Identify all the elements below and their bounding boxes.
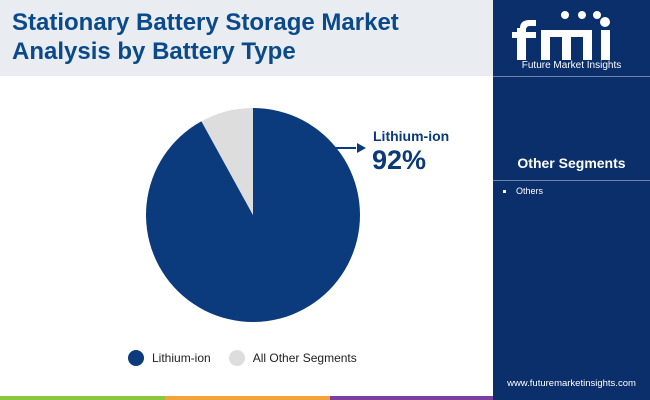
pie-slices bbox=[146, 108, 360, 322]
legend-swatch-other-segments bbox=[228, 350, 245, 366]
bottom-bar-orange bbox=[165, 396, 330, 400]
bottom-bar-purple bbox=[330, 396, 493, 400]
other-segments-heading: Other Segments bbox=[517, 155, 626, 171]
callout-arrow-head bbox=[357, 143, 366, 153]
sidebar: Future Market Insights Other Segments Ot… bbox=[493, 0, 650, 400]
page-title: Stationary Battery Storage Market Analys… bbox=[12, 9, 399, 65]
chart-legend: Lithium-ion All Other Segments bbox=[128, 349, 375, 367]
callout-value: 92% bbox=[372, 145, 427, 175]
fmi-logo bbox=[512, 11, 610, 60]
footer-url[interactable]: www.futuremarketinsights.com bbox=[507, 378, 636, 389]
other-segments-item: Others bbox=[503, 186, 543, 196]
legend-item-other-segments: All Other Segments bbox=[228, 350, 357, 366]
pie-slice-lithium-ion bbox=[146, 108, 360, 322]
bottom-bar-green bbox=[0, 396, 165, 400]
legend-swatch-lithium-ion bbox=[128, 350, 144, 366]
pie-chart bbox=[146, 108, 366, 322]
legend-label-other-segments: All Other Segments bbox=[252, 351, 357, 365]
sidebar-divider-2 bbox=[493, 180, 650, 181]
pie-slice-all-other-segments bbox=[201, 108, 253, 215]
callout-arrow bbox=[334, 143, 366, 153]
bullet-icon bbox=[503, 190, 506, 194]
chart-panel: Stationary Battery Storage Market Analys… bbox=[0, 0, 493, 367]
bottom-bar-navy bbox=[493, 396, 650, 400]
sidebar-divider bbox=[493, 76, 650, 77]
title-header: Stationary Battery Storage Market Analys… bbox=[0, 0, 493, 76]
callout-label: Lithium-ion bbox=[373, 128, 450, 144]
legend-label-lithium-ion: Lithium-ion bbox=[152, 351, 211, 365]
other-segments-item-label: Others bbox=[516, 186, 544, 196]
logo-subtitle: Future Market Insights bbox=[521, 60, 622, 71]
legend-item-lithium-ion: Lithium-ion bbox=[128, 350, 211, 366]
